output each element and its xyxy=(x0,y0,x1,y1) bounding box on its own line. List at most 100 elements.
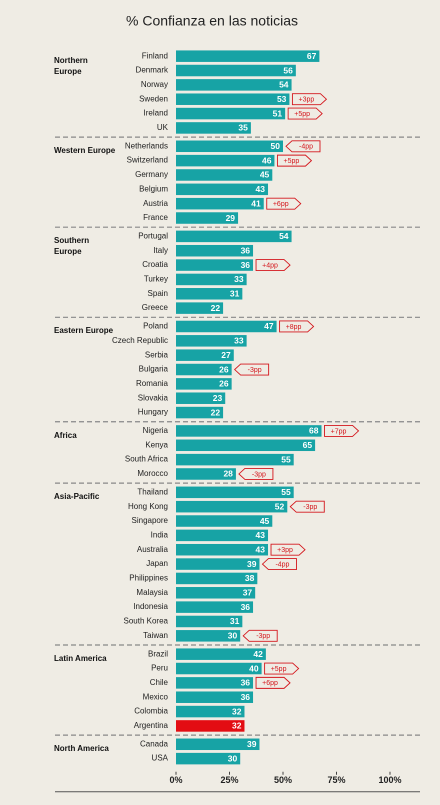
value-label: 32 xyxy=(232,706,242,716)
category-label: Indonesia xyxy=(133,602,168,611)
value-label: 46 xyxy=(262,155,272,165)
category-label: Bulgaria xyxy=(139,365,169,374)
bar xyxy=(176,392,226,404)
category-label: Taiwan xyxy=(143,631,168,640)
region-label-box: Asia-Pacific xyxy=(54,492,99,501)
value-label: 28 xyxy=(223,469,233,479)
bar xyxy=(176,50,320,62)
value-label: 36 xyxy=(241,245,251,255)
bar xyxy=(176,107,286,120)
bar xyxy=(176,453,294,466)
category-label: South Korea xyxy=(124,617,169,626)
bar xyxy=(176,406,224,419)
region-label-box: Latin America xyxy=(54,654,107,663)
bar xyxy=(176,93,290,105)
value-label: 37 xyxy=(243,588,253,598)
category-label: Canada xyxy=(140,739,169,748)
bar xyxy=(176,64,296,77)
category-label: Argentina xyxy=(134,721,169,730)
bar xyxy=(176,587,256,599)
category-label: Chile xyxy=(150,678,169,687)
change-badge xyxy=(238,468,274,480)
bar xyxy=(176,244,254,257)
x-tick-label: 100% xyxy=(378,775,401,785)
bar xyxy=(176,378,232,390)
chart-title: % Confianza en las noticias xyxy=(126,13,298,29)
value-label: 23 xyxy=(213,393,223,403)
bar xyxy=(176,662,262,675)
bar xyxy=(176,140,283,153)
bar xyxy=(176,169,273,181)
category-label: Sweden xyxy=(139,94,168,103)
value-label: 52 xyxy=(275,501,285,511)
category-label: Spain xyxy=(148,289,168,298)
change-label: -4pp xyxy=(299,144,313,151)
change-badge xyxy=(276,154,313,167)
change-badge xyxy=(255,259,291,272)
value-label: 32 xyxy=(232,721,242,731)
change-badge xyxy=(261,558,297,571)
change-label: +5pp xyxy=(271,666,287,673)
change-label: +5pp xyxy=(294,111,310,118)
region-label-box: Western Europe xyxy=(54,146,115,155)
category-label: Australia xyxy=(137,545,169,554)
bar xyxy=(176,154,275,167)
change-badge xyxy=(324,424,360,437)
value-label: 35 xyxy=(238,123,248,133)
value-label: 36 xyxy=(241,678,251,688)
change-label: -3pp xyxy=(256,633,270,640)
value-label: 56 xyxy=(283,65,293,75)
change-badge xyxy=(287,107,323,120)
change-badge xyxy=(285,140,321,153)
bar xyxy=(176,486,294,499)
category-label: Japan xyxy=(146,559,168,568)
category-label: Turkey xyxy=(144,275,168,284)
bar xyxy=(176,320,277,333)
category-label: USA xyxy=(152,754,169,763)
category-label: Hungary xyxy=(138,408,168,417)
bar xyxy=(176,335,247,347)
value-label: 22 xyxy=(211,407,221,417)
value-label: 54 xyxy=(279,231,289,241)
bar xyxy=(176,302,224,314)
region-label: Latin America xyxy=(54,654,107,663)
value-label: 31 xyxy=(230,289,240,299)
value-label: 42 xyxy=(253,649,263,659)
value-label: 31 xyxy=(230,616,240,626)
bar xyxy=(176,648,266,660)
value-label: 55 xyxy=(281,487,291,497)
value-label: 38 xyxy=(245,573,255,583)
category-label: Slovakia xyxy=(138,393,169,402)
bar xyxy=(176,468,236,480)
bar xyxy=(176,677,254,689)
category-label: Poland xyxy=(143,322,168,331)
x-tick-label: 50% xyxy=(274,775,292,785)
category-label: Hong Kong xyxy=(128,502,168,511)
category-label: Finland xyxy=(142,51,168,60)
bar xyxy=(176,425,322,437)
category-label: Thailand xyxy=(137,487,168,496)
bar xyxy=(176,558,260,570)
change-label: -3pp xyxy=(252,471,266,478)
category-label: France xyxy=(143,213,168,222)
value-label: 47 xyxy=(264,321,274,331)
category-label: Greece xyxy=(142,303,169,312)
change-badge xyxy=(270,543,306,556)
change-label: +5pp xyxy=(284,158,300,165)
bar xyxy=(176,543,269,556)
category-label: Malaysia xyxy=(136,588,168,597)
change-badge xyxy=(266,197,302,210)
region-label: Southern Europe xyxy=(54,236,90,257)
change-badge xyxy=(289,500,325,513)
change-badge xyxy=(291,93,328,106)
x-tick-label: 75% xyxy=(327,775,345,785)
category-label: Romania xyxy=(136,379,169,388)
category-label: Switzerland xyxy=(127,156,168,165)
value-label: 33 xyxy=(234,336,244,346)
x-tick-label: 0% xyxy=(169,775,182,785)
category-label: India xyxy=(151,530,169,539)
category-label: Peru xyxy=(151,664,168,673)
value-label: 26 xyxy=(219,379,229,389)
change-label: +6pp xyxy=(273,201,289,208)
category-label: Ireland xyxy=(144,109,168,118)
